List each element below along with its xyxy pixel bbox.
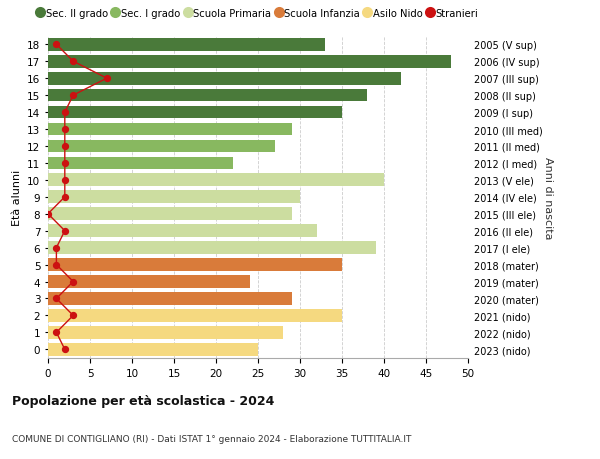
Bar <box>48 140 275 153</box>
Point <box>52 41 61 49</box>
Text: COMUNE DI CONTIGLIANO (RI) - Dati ISTAT 1° gennaio 2024 - Elaborazione TUTTITALI: COMUNE DI CONTIGLIANO (RI) - Dati ISTAT … <box>12 434 412 442</box>
Point <box>60 143 70 150</box>
Point <box>60 177 70 184</box>
Bar <box>48 39 325 51</box>
Point <box>60 228 70 235</box>
Y-axis label: Anni di nascita: Anni di nascita <box>544 156 553 239</box>
Bar <box>48 174 384 187</box>
Bar <box>48 275 250 288</box>
Bar <box>48 73 401 85</box>
Point <box>52 295 61 302</box>
Bar <box>48 90 367 102</box>
Point <box>68 278 78 285</box>
Bar <box>48 309 342 322</box>
Bar <box>48 106 342 119</box>
Bar <box>48 191 300 204</box>
Point <box>52 329 61 336</box>
Bar <box>48 157 233 170</box>
Point <box>60 126 70 134</box>
Point <box>60 160 70 167</box>
Bar <box>48 259 342 271</box>
Point <box>60 346 70 353</box>
Bar <box>48 56 451 68</box>
Point <box>68 92 78 100</box>
Point <box>68 312 78 319</box>
Point <box>52 245 61 252</box>
Text: Popolazione per età scolastica - 2024: Popolazione per età scolastica - 2024 <box>12 394 274 407</box>
Bar <box>48 208 292 221</box>
Point <box>68 58 78 66</box>
Point <box>60 109 70 117</box>
Bar <box>48 123 292 136</box>
Bar <box>48 292 292 305</box>
Point <box>52 261 61 269</box>
Bar <box>48 242 376 254</box>
Bar <box>48 225 317 237</box>
Bar <box>48 343 258 356</box>
Point <box>43 211 53 218</box>
Bar <box>48 326 283 339</box>
Y-axis label: Età alunni: Età alunni <box>11 169 22 225</box>
Point <box>60 194 70 201</box>
Legend: Sec. II grado, Sec. I grado, Scuola Primaria, Scuola Infanzia, Asilo Nido, Stran: Sec. II grado, Sec. I grado, Scuola Prim… <box>38 9 478 19</box>
Point <box>102 75 112 83</box>
